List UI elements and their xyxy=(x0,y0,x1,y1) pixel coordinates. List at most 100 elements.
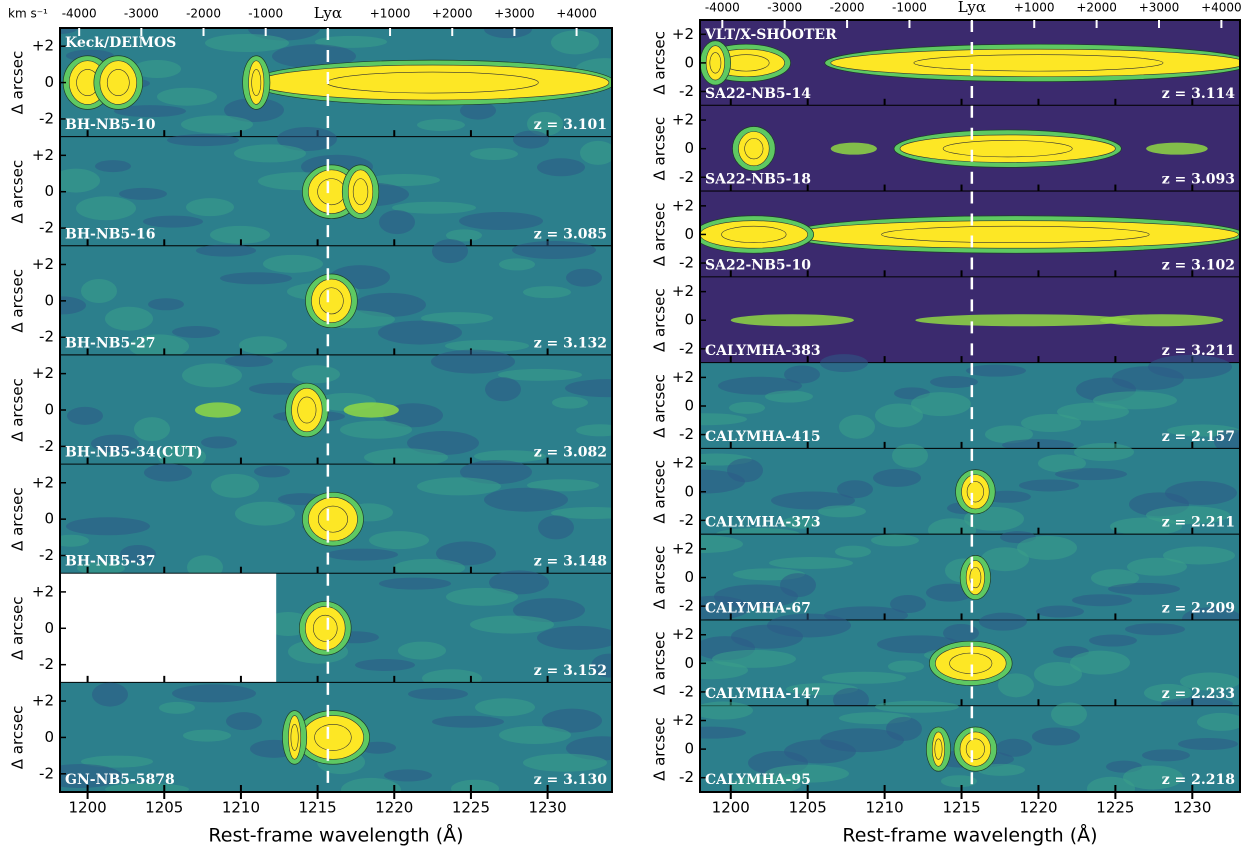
noise xyxy=(224,98,284,122)
plot-left: +2 0 -2 Δ arcsec BH-NB5-10 z = 3.101 +2 0 -2 Δ ar… xyxy=(8,4,613,847)
panel-name: CALYMHA-415 xyxy=(705,429,821,445)
emission xyxy=(194,402,241,418)
panel xyxy=(60,28,612,138)
v-tick-label: -4000 xyxy=(62,7,97,21)
noise xyxy=(765,390,813,403)
noise xyxy=(114,105,186,118)
noise xyxy=(105,306,153,331)
emission xyxy=(959,731,992,767)
noise xyxy=(133,60,181,78)
noise xyxy=(292,365,340,384)
panel xyxy=(700,612,1240,712)
y-tick-label: -2 xyxy=(39,328,54,346)
emission xyxy=(1100,314,1224,327)
panel-name: BH-NB5-37 xyxy=(65,554,156,570)
noise xyxy=(393,558,465,577)
noise xyxy=(360,741,396,754)
y-tick-label: 0 xyxy=(684,225,694,243)
noise xyxy=(499,726,571,744)
panel-redshift: z = 3.102 xyxy=(1162,257,1235,273)
emission xyxy=(347,169,374,214)
noise xyxy=(157,87,217,106)
panel-redshift: z = 2.209 xyxy=(1162,600,1235,616)
panel-redshift: z = 3.152 xyxy=(534,663,607,679)
emission-contour xyxy=(942,140,1073,158)
emission-contour xyxy=(290,724,299,751)
y-tick-label: -2 xyxy=(39,219,54,237)
panel-redshift: z = 2.233 xyxy=(1162,686,1235,702)
y-tick-label: 0 xyxy=(684,740,694,758)
y-tick-label: -2 xyxy=(39,437,54,455)
noise xyxy=(220,272,292,285)
noise xyxy=(1089,634,1137,647)
noise xyxy=(591,653,612,678)
noise xyxy=(379,210,415,235)
v-tick-label: -1000 xyxy=(248,7,283,21)
noise xyxy=(205,34,289,52)
y-axis-label: Δ arcsec xyxy=(651,203,669,267)
y-tick-label: +2 xyxy=(672,111,694,129)
noise xyxy=(211,473,259,498)
noise xyxy=(771,491,855,510)
v-tick-label: +4000 xyxy=(1201,1,1242,15)
noise xyxy=(565,379,612,398)
x-axis-label: Rest-frame wavelength (Å) xyxy=(842,824,1097,847)
noise xyxy=(1125,623,1185,636)
panel-redshift: z = 3.130 xyxy=(534,772,608,788)
x-tick-label: 1215 xyxy=(942,799,980,817)
emission xyxy=(301,715,364,760)
panel-redshift: z = 3.082 xyxy=(534,445,607,461)
noise xyxy=(822,671,906,684)
noise xyxy=(712,649,796,668)
noise xyxy=(551,30,599,55)
noise xyxy=(538,515,574,540)
noise xyxy=(998,673,1034,698)
emission-contour xyxy=(313,614,338,642)
noise xyxy=(460,101,496,120)
emission xyxy=(1146,142,1208,155)
noise xyxy=(981,547,1029,572)
noise xyxy=(1038,454,1086,473)
x-tick-label: 1205 xyxy=(789,799,827,817)
emission-contour xyxy=(969,566,982,589)
noise xyxy=(512,241,596,259)
noise xyxy=(364,448,448,467)
noise xyxy=(368,174,440,186)
noise xyxy=(1091,569,1139,588)
v-tick-label: +1000 xyxy=(1014,1,1055,15)
noise xyxy=(272,44,356,69)
noise xyxy=(941,775,977,788)
noise xyxy=(186,198,234,217)
noise xyxy=(225,355,273,367)
y-tick-label: 0 xyxy=(44,73,54,91)
noise xyxy=(1178,738,1238,750)
y-tick-label: -2 xyxy=(39,764,54,782)
noise xyxy=(60,534,89,547)
y-axis-label: Δ arcsec xyxy=(651,288,669,352)
panel-redshift: z = 2.218 xyxy=(1162,772,1235,788)
emission xyxy=(830,142,877,155)
panel-name: CALYMHA-95 xyxy=(705,772,811,788)
y-axis-label: Δ arcsec xyxy=(9,487,27,551)
noise xyxy=(839,414,875,439)
y-tick-label: -2 xyxy=(679,682,694,700)
noise xyxy=(1017,535,1077,560)
noise xyxy=(201,436,237,449)
noise xyxy=(930,376,978,388)
noise xyxy=(143,215,203,228)
v-tick-label: Lyα xyxy=(958,0,986,16)
noise xyxy=(181,115,253,134)
x-tick-label: 1200 xyxy=(712,799,750,817)
noise xyxy=(120,545,156,563)
noise xyxy=(1074,443,1134,461)
y-tick-label: -2 xyxy=(39,109,54,127)
y-axis-label: Δ arcsec xyxy=(9,51,27,115)
noise xyxy=(172,684,256,703)
emission xyxy=(311,278,352,323)
noise xyxy=(1034,662,1082,686)
emission-contour xyxy=(352,178,369,206)
v-tick-label: -4000 xyxy=(705,1,740,15)
emission-contour xyxy=(314,724,352,751)
emission xyxy=(248,60,265,105)
noise xyxy=(727,458,763,483)
